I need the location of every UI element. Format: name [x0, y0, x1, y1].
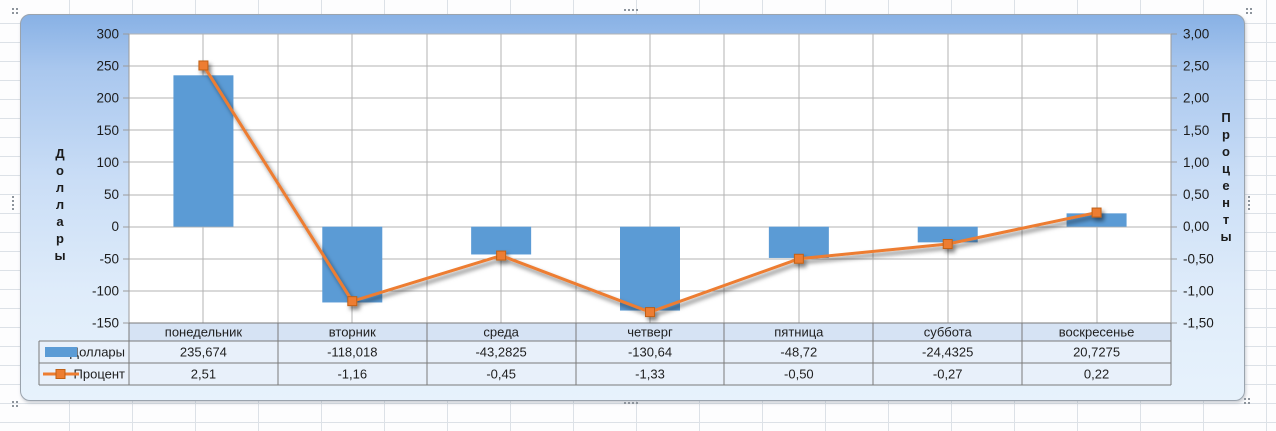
right-axis-tick-label: -1,50 — [1183, 316, 1214, 331]
left-axis-tick-label: -50 — [99, 251, 119, 266]
right-axis-tick-label: -0,50 — [1183, 251, 1214, 266]
legend-key-bar — [45, 347, 77, 357]
resize-handle-right-middle[interactable] — [1248, 196, 1250, 210]
left-axis-tick-label: 300 — [96, 27, 119, 42]
resize-handle-bottom-center[interactable] — [624, 402, 638, 404]
category-label: суббота — [924, 325, 973, 340]
table-value: -0,45 — [486, 367, 516, 382]
table-value: -1,33 — [635, 367, 665, 382]
table-value: -0,27 — [933, 367, 963, 382]
bar-series-dollary[interactable] — [173, 75, 1127, 311]
legend-label: Доллары — [70, 345, 125, 360]
line-marker[interactable] — [942, 239, 953, 250]
resize-handle-top-center[interactable] — [624, 9, 638, 11]
category-label: пятница — [774, 325, 824, 340]
resize-handle-top-right[interactable] — [1246, 8, 1252, 14]
data-table: понедельник вторник среда четверг пятница суб… — [38, 322, 1172, 386]
line-marker[interactable] — [347, 296, 358, 307]
table-value: -0,50 — [784, 367, 814, 382]
category-label: воскресенье — [1059, 325, 1135, 340]
bar[interactable] — [620, 226, 680, 311]
right-axis-tick-label: 2,50 — [1183, 59, 1209, 74]
resize-handle-bottom-right[interactable] — [1244, 398, 1250, 404]
table-value: 0,22 — [1084, 367, 1109, 382]
line-series-percent[interactable] — [198, 60, 1102, 318]
table-value: -1,16 — [337, 367, 367, 382]
bar[interactable] — [471, 226, 532, 255]
bar[interactable] — [917, 226, 978, 243]
chart-object[interactable]: понедельник вторник среда четверг пятница суб… — [20, 14, 1245, 401]
category-label: вторник — [329, 325, 376, 340]
table-value: 2,51 — [191, 367, 216, 382]
table-value: 235,674 — [180, 345, 227, 360]
axis-labels: 300 250 200 150 100 50 0 -50 -100 -150 3,00 2,50 2,0… — [92, 27, 1214, 331]
table-value: -24,4325 — [922, 345, 973, 360]
resize-handle-top-left[interactable] — [12, 8, 18, 14]
left-axis-tick-label: -150 — [92, 316, 119, 331]
left-axis-tick-label: 100 — [96, 155, 119, 170]
bar[interactable] — [768, 226, 829, 258]
right-axis-tick-label: 0,50 — [1183, 187, 1209, 202]
right-axis-tick-label: 2,00 — [1183, 91, 1209, 106]
left-axis-tick-label: 250 — [96, 59, 119, 74]
line-marker[interactable] — [645, 307, 655, 318]
table-value: -43,2825 — [475, 345, 526, 360]
table-value: -48,72 — [780, 345, 817, 360]
category-label: четверг — [627, 325, 673, 340]
right-axis-tick-label: -1,00 — [1183, 283, 1214, 298]
line-marker[interactable] — [1091, 207, 1102, 218]
right-axis-tick-label: 0,00 — [1183, 219, 1209, 234]
left-axis-tick-label: 0 — [111, 219, 119, 234]
left-axis-tick-label: -100 — [92, 283, 119, 298]
left-axis-tick-label: 50 — [104, 187, 119, 202]
right-axis-tick-label: 1,00 — [1183, 155, 1209, 170]
table-value: -130,64 — [628, 345, 672, 360]
legend-label: Процент — [74, 367, 126, 382]
bar[interactable] — [173, 75, 234, 227]
legend-key-marker — [55, 369, 66, 379]
bar[interactable] — [322, 226, 383, 303]
category-label: понедельник — [165, 325, 243, 340]
table-value: -118,018 — [327, 345, 377, 360]
left-axis-tick-label: 200 — [96, 91, 119, 106]
right-axis-tick-label: 1,50 — [1183, 123, 1209, 138]
category-label: среда — [483, 325, 519, 340]
line-marker[interactable] — [793, 253, 804, 264]
line-marker[interactable] — [198, 60, 209, 71]
line-marker[interactable] — [496, 250, 507, 261]
right-axis-tick-label: 3,00 — [1183, 27, 1209, 42]
chart-svg: понедельник вторник среда четверг пятница суб… — [38, 27, 1214, 386]
resize-handle-left-middle[interactable] — [12, 196, 14, 210]
left-axis-tick-label: 150 — [96, 123, 119, 138]
resize-handle-bottom-left[interactable] — [12, 401, 18, 407]
table-value: 20,7275 — [1073, 345, 1120, 360]
